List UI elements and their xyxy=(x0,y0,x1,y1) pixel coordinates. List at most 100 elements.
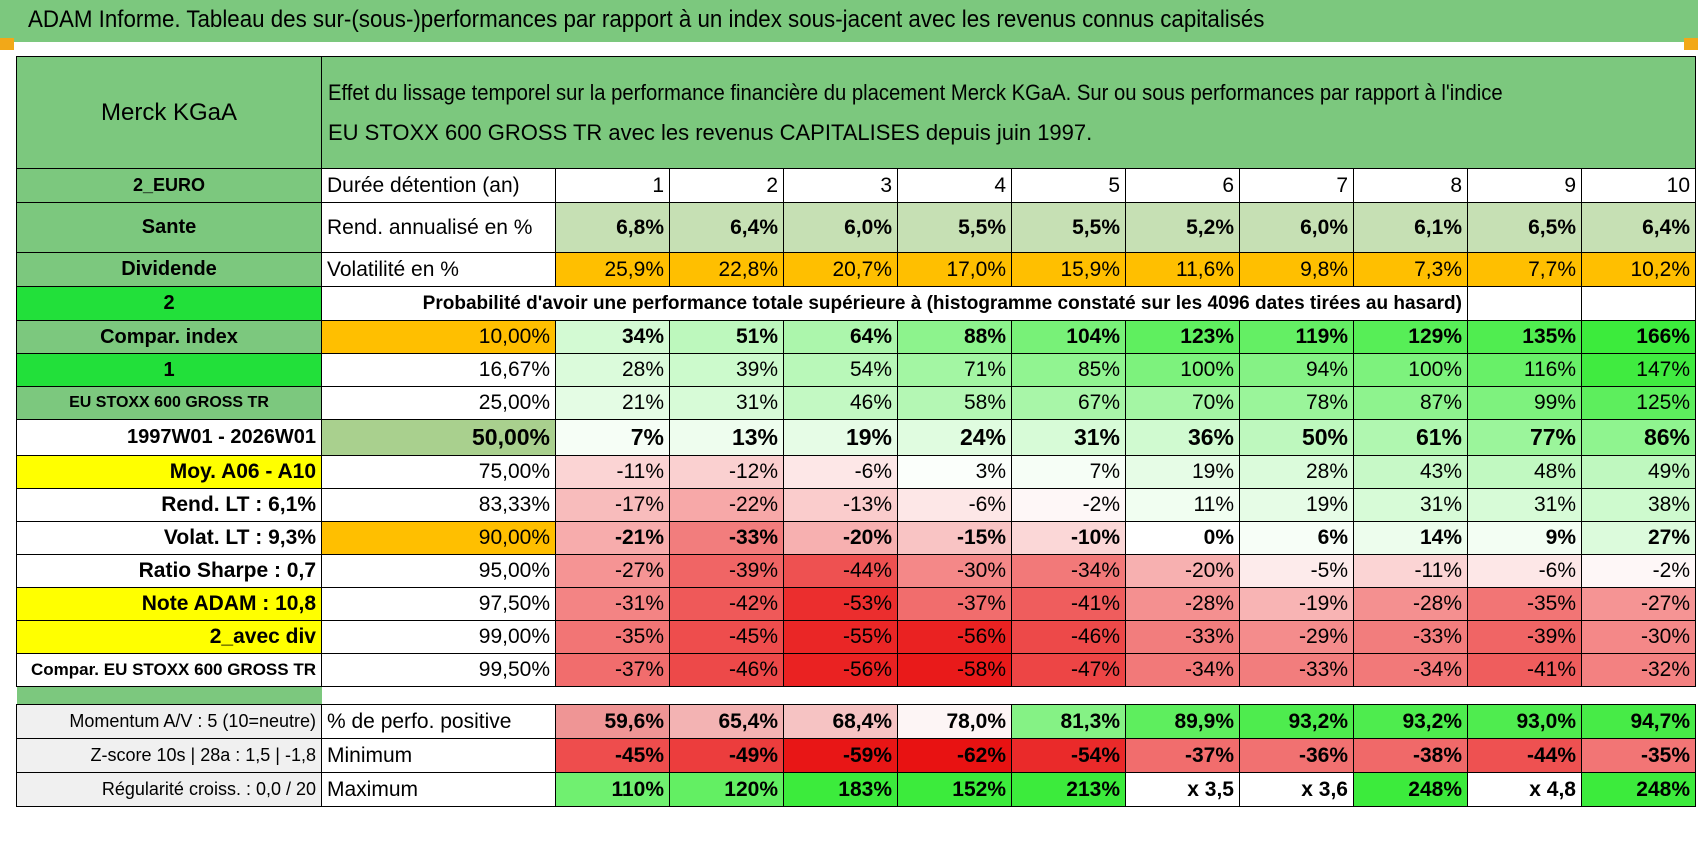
probability-value: -53% xyxy=(783,587,898,621)
sharpe-label: Ratio Sharpe : 0,7 xyxy=(16,554,322,588)
probability-value: 46% xyxy=(783,386,898,420)
probability-value: 85% xyxy=(1011,353,1126,387)
year-header: 1 xyxy=(555,168,670,203)
maximum-value: 248% xyxy=(1353,772,1468,807)
description-line-1: Effet du lissage temporel sur la perform… xyxy=(328,79,1503,105)
minimum-value: -44% xyxy=(1467,738,1582,773)
probability-value: 9% xyxy=(1467,521,1582,555)
probability-value: 28% xyxy=(1239,455,1354,489)
probability-value: -28% xyxy=(1353,587,1468,621)
rend-value: 6,4% xyxy=(669,202,784,253)
probability-value: -33% xyxy=(1353,620,1468,654)
description: Effet du lissage temporel sur la perform… xyxy=(321,56,1696,169)
probability-value: -41% xyxy=(1011,587,1126,621)
percentile-value: 10,00% xyxy=(321,320,556,354)
rend-value: 5,2% xyxy=(1125,202,1240,253)
corner-marker-left xyxy=(0,38,14,50)
minimum-value: -49% xyxy=(669,738,784,773)
volat-lt-label: Volat. LT : 9,3% xyxy=(16,521,322,555)
probability-value: -56% xyxy=(897,620,1012,654)
volat-value: 15,9% xyxy=(1011,252,1126,287)
year-header: 10 xyxy=(1581,168,1696,203)
maximum-value: 183% xyxy=(783,772,898,807)
volat-value: 11,6% xyxy=(1125,252,1240,287)
probability-value: -46% xyxy=(669,653,784,687)
probability-value: -2% xyxy=(1011,488,1126,522)
sector-label: Sante xyxy=(16,202,322,253)
probability-value: -20% xyxy=(783,521,898,555)
probability-value: 39% xyxy=(669,353,784,387)
probability-value: 166% xyxy=(1581,320,1696,354)
probability-value: -6% xyxy=(897,488,1012,522)
probability-value: -56% xyxy=(783,653,898,687)
probability-value: 36% xyxy=(1125,419,1240,456)
table-row: Momentum A/V : 5 (10=neutre)% de perfo. … xyxy=(16,704,1696,739)
probability-value: -35% xyxy=(555,620,670,654)
probability-value: 77% xyxy=(1467,419,1582,456)
table-row: 1997W01 - 2026W01 50,00% 7% 13% 19% 24% 31% 36%… xyxy=(16,419,1696,456)
pct-pos-value: 89,9% xyxy=(1125,704,1240,739)
n2-label: 2 xyxy=(16,286,322,321)
probability-value: 70% xyxy=(1125,386,1240,420)
year-header: 2 xyxy=(669,168,784,203)
probability-value: -27% xyxy=(555,554,670,588)
probability-value: -17% xyxy=(555,488,670,522)
probability-value: -34% xyxy=(1353,653,1468,687)
probability-value: 129% xyxy=(1353,320,1468,354)
company-name: Merck KGaA xyxy=(16,56,322,169)
probability-value: 7% xyxy=(1011,455,1126,489)
probability-value: 19% xyxy=(1239,488,1354,522)
probability-value: -44% xyxy=(783,554,898,588)
percentile-value: 25,00% xyxy=(321,386,556,420)
probability-value: -28% xyxy=(1125,587,1240,621)
probability-value: 0% xyxy=(1125,521,1240,555)
rend-value: 6,1% xyxy=(1353,202,1468,253)
table-row: 2_avec div 99,00% -35% -45% -55% -56% -46% -33%… xyxy=(16,620,1696,654)
maximum-value: 110% xyxy=(555,772,670,807)
probability-value: -33% xyxy=(1125,620,1240,654)
percentile-value: 97,50% xyxy=(321,587,556,621)
probability-value: 11% xyxy=(1125,488,1240,522)
volat-value: 20,7% xyxy=(783,252,898,287)
table-row: Rend. LT : 6,1% 83,33% -17% -22% -13% -6% -2% 1… xyxy=(16,488,1696,522)
period-label: 1997W01 - 2026W01 xyxy=(16,419,322,456)
probability-value: 48% xyxy=(1467,455,1582,489)
probability-value: 21% xyxy=(555,386,670,420)
probability-value: -6% xyxy=(1467,554,1582,588)
maximum-value: 152% xyxy=(897,772,1012,807)
percentile-value: 99,00% xyxy=(321,620,556,654)
n1-label: 1 xyxy=(16,353,322,387)
probability-value: -37% xyxy=(897,587,1012,621)
index-name-label: EU STOXX 600 GROSS TR xyxy=(16,386,322,420)
maximum-value: 248% xyxy=(1581,772,1696,807)
table-row: EU STOXX 600 GROSS TR 25,00% 21% 31% 46% 58% 6… xyxy=(16,386,1696,420)
year-header: 4 xyxy=(897,168,1012,203)
probability-value: 119% xyxy=(1239,320,1354,354)
rend-value: 5,5% xyxy=(1011,202,1126,253)
percentile-value: 99,50% xyxy=(321,653,556,687)
minimum-value: -62% xyxy=(897,738,1012,773)
probability-value: 58% xyxy=(897,386,1012,420)
probability-value: 3% xyxy=(897,455,1012,489)
pct-pos-label: % de perfo. positive xyxy=(321,704,556,739)
probability-value: 147% xyxy=(1581,353,1696,387)
pct-pos-value: 93,2% xyxy=(1239,704,1354,739)
volat-value: 22,8% xyxy=(669,252,784,287)
probability-value: -19% xyxy=(1239,587,1354,621)
minimum-value: -36% xyxy=(1239,738,1354,773)
year-header: 6 xyxy=(1125,168,1240,203)
minimum-value: -35% xyxy=(1581,738,1696,773)
minimum-label: Minimum xyxy=(321,738,556,773)
pct-pos-value: 78,0% xyxy=(897,704,1012,739)
probability-value: 7% xyxy=(555,419,670,456)
probability-value: -22% xyxy=(669,488,784,522)
probability-value: -20% xyxy=(1125,554,1240,588)
rend-value: 6,0% xyxy=(1239,202,1354,253)
year-header: 3 xyxy=(783,168,898,203)
year-header: 8 xyxy=(1353,168,1468,203)
probability-value: -30% xyxy=(897,554,1012,588)
probability-value: 135% xyxy=(1467,320,1582,354)
momentum-label: Momentum A/V : 5 (10=neutre) xyxy=(16,704,322,739)
probability-value: 64% xyxy=(783,320,898,354)
probability-value: 78% xyxy=(1239,386,1354,420)
